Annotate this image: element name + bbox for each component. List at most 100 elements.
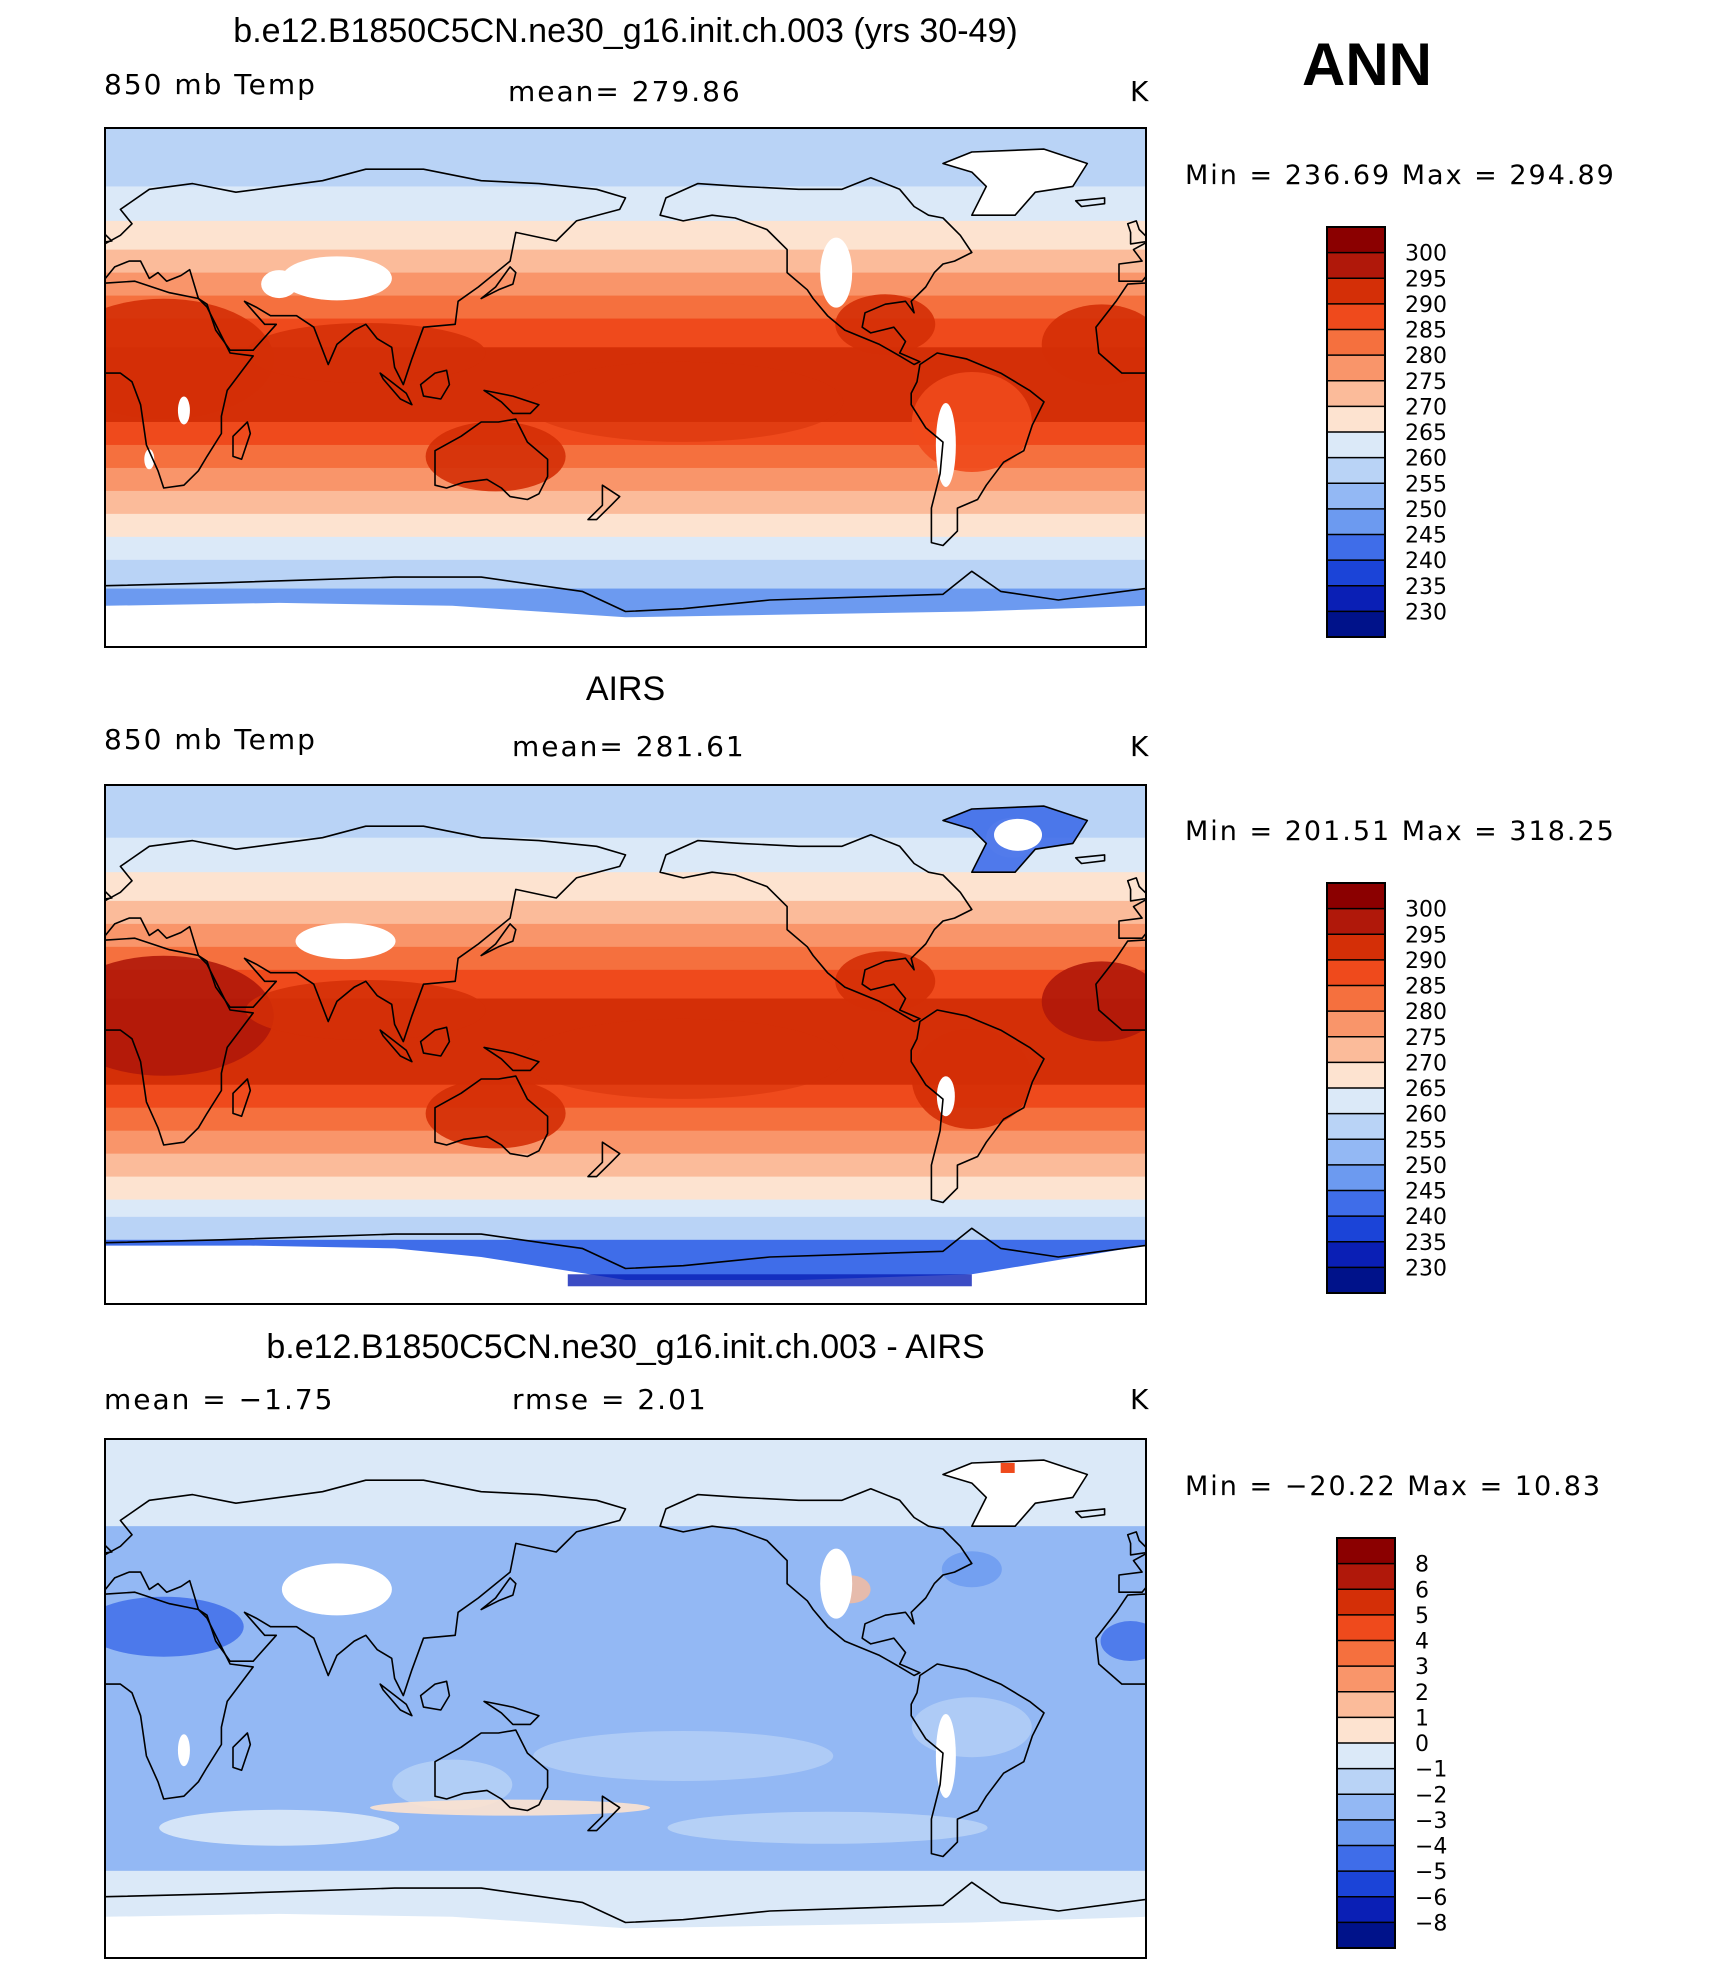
- panel3-map-plot: [106, 1440, 1145, 1957]
- panel1-map-band-10: [106, 467, 1145, 492]
- panel2-map-region-4: [425, 1078, 566, 1149]
- panel2-map-plot: [106, 786, 1145, 1303]
- panel3-map-warm-spot: [1000, 1462, 1015, 1473]
- panel2-map-region-1: [1041, 961, 1145, 1042]
- panel1-map-coast-uk-wrap: [1126, 220, 1145, 245]
- panel1-colorbar-label-9: 255: [1405, 472, 1447, 497]
- panel1-colorbar-label-3: 285: [1405, 319, 1447, 344]
- panel2-map-coast-madagascar: [232, 1078, 252, 1118]
- panel1-map-coast-samerica: [910, 352, 1045, 547]
- panel1-colorbar-label-10: 250: [1405, 498, 1447, 523]
- panel1-title: b.e12.B1850C5CN.ne30_g16.init.ch.003 (yr…: [233, 12, 1018, 50]
- panel1-map-mask-3: [935, 402, 956, 487]
- panel2-map-band-2: [106, 872, 1145, 902]
- panel2-map-ross-cold: [567, 1274, 972, 1287]
- panel1-colorbar-label-4: 280: [1405, 344, 1447, 369]
- panel3-map-mask-3: [177, 1734, 190, 1767]
- panel1-map-region-0: [106, 298, 274, 419]
- panel3-map-region-4: [911, 1697, 1032, 1758]
- panel3-map-mask-greenland: [943, 1460, 1088, 1527]
- panel3-colorbar-swatch-15: [1337, 1922, 1395, 1949]
- panel3-map-mask-2: [935, 1713, 956, 1798]
- panel3-title: b.e12.B1850C5CN.ne30_g16.init.ch.003 - A…: [266, 1328, 985, 1366]
- panel3-colorbar-swatch-9: [1337, 1768, 1395, 1795]
- panel1-map-region-4: [425, 421, 566, 492]
- panel3-map: [104, 1438, 1147, 1959]
- panel3-map-coast-namerica: [659, 1487, 973, 1677]
- panel3-colorbar-label-8: −1: [1415, 1758, 1447, 1783]
- panel3-colorbar-label-3: 4: [1415, 1630, 1429, 1655]
- panel3-colorbar-swatch-12: [1337, 1845, 1395, 1872]
- panel2-map-mask-1: [936, 1076, 955, 1117]
- panel1-colorbar-swatch-9: [1327, 457, 1385, 484]
- panel2-colorbar-label-8: 260: [1405, 1103, 1447, 1128]
- panel3-colorbar-label-11: −4: [1415, 1835, 1447, 1860]
- panel1-map-coast-antarctica: [106, 570, 1145, 613]
- panel3-colorbar-label-0: 8: [1415, 1553, 1429, 1578]
- panel2-map-coastlines: [106, 805, 1145, 1270]
- panel3-colorbar-swatch-3: [1337, 1614, 1395, 1641]
- panel3-colorbar-swatch-0: [1337, 1538, 1395, 1565]
- panel1-map-coast-eurasia: [106, 168, 627, 386]
- panel2-colorbar-label-10: 250: [1405, 1154, 1447, 1179]
- panel2-colorbar-label-2: 290: [1405, 949, 1447, 974]
- panel1-colorbar-swatch-1: [1327, 252, 1385, 279]
- panel2-colorbar-swatch-7: [1327, 1062, 1385, 1089]
- panel3-map-coast-borneo: [419, 1680, 451, 1711]
- panel2-colorbar-label-13: 235: [1405, 1231, 1447, 1256]
- panel1-map-band-9: [106, 444, 1145, 469]
- panel1-colorbar-label-13: 235: [1405, 575, 1447, 600]
- panel2-map-coast-newzealand: [587, 1141, 621, 1178]
- panel2-map-mask-antarctica: [106, 1245, 1145, 1303]
- panel2-colorbar-label-3: 285: [1405, 975, 1447, 1000]
- panel1-map-region-6: [523, 361, 844, 442]
- panel3-colorbar-label-1: 6: [1415, 1578, 1429, 1603]
- panel3-map-coast-australia: [434, 1729, 549, 1812]
- panel1-colorbar: 3002952902852802752702652602552502452402…: [1326, 226, 1447, 638]
- panel2-map-coast-iceland-wrap: [1074, 854, 1106, 865]
- panel1-map-coast-madagascar: [232, 421, 252, 461]
- panel3-map-region-3: [533, 1730, 834, 1781]
- panel1-colorbar-swatch-0: [1327, 227, 1385, 254]
- panel2-colorbar-swatch-2: [1327, 934, 1385, 961]
- panel3-colorbar-swatch-2: [1337, 1589, 1395, 1616]
- panel2-colorbar-swatch-9: [1327, 1113, 1385, 1140]
- panel3-map-coast-iceland-wrap: [1074, 1508, 1106, 1519]
- panel2-map-band-8: [106, 1084, 1145, 1109]
- panel1-map-mask-0: [281, 256, 392, 301]
- panel1-colorbar-label-5: 275: [1405, 370, 1447, 395]
- panel2-colorbar-swatch-5: [1327, 1011, 1385, 1038]
- panel3-map-mask-1: [820, 1548, 853, 1619]
- panel3-colorbar-label-10: −3: [1415, 1809, 1447, 1834]
- panel3-map-coast-japan: [480, 1577, 517, 1611]
- panel3-colorbar-swatch-14: [1337, 1896, 1395, 1923]
- panel1-colorbar-label-6: 270: [1405, 395, 1447, 420]
- panel3-map-region-0: [106, 1596, 244, 1657]
- panel3-colorbar-label-13: −6: [1415, 1886, 1447, 1911]
- panel3-colorbar-swatch-5: [1337, 1666, 1395, 1693]
- panel3-colorbar-label-12: −5: [1415, 1860, 1447, 1885]
- panel3-map-coast-samerica: [910, 1663, 1045, 1858]
- panel1-map-coast-japan: [480, 266, 517, 300]
- panel2-map-coast-japan: [480, 923, 517, 957]
- panel3-map-coast-greenland: [942, 1459, 1089, 1527]
- panel2-map-coast-greenland: [942, 805, 1089, 873]
- panel1-map-band-3: [106, 249, 1145, 274]
- panel3-map-coastlines: [106, 1459, 1145, 1924]
- panel3-map-coast-newguinea: [483, 1700, 540, 1726]
- panel1-colorbar-swatch-10: [1327, 483, 1385, 510]
- panel2-colorbar-label-4: 280: [1405, 1000, 1447, 1025]
- panel1-colorbar-label-7: 265: [1405, 421, 1447, 446]
- panel3-colorbar-swatch-7: [1337, 1717, 1395, 1744]
- panel2-map-band-3: [106, 900, 1145, 925]
- panel2-map-region-0: [106, 955, 274, 1076]
- panel2-map-coast-borneo: [419, 1026, 451, 1057]
- panel1-colorbar-label-1: 295: [1405, 267, 1447, 292]
- panel3-map-mask-0: [281, 1563, 392, 1616]
- panel1-map-mask-2: [820, 237, 853, 308]
- panel2-colorbar-swatch-3: [1327, 959, 1385, 986]
- panel1-map-band-2: [106, 220, 1145, 251]
- panel1-variable-label: 850 mb Temp: [104, 68, 317, 101]
- panel1-map-coast-newguinea: [483, 389, 540, 415]
